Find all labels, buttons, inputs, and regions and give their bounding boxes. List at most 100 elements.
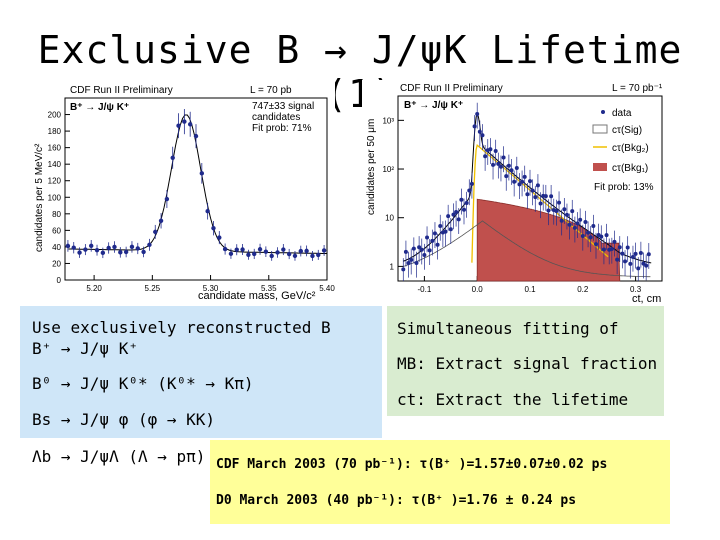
bkg2-curve	[403, 220, 651, 278]
ct-data-point	[488, 147, 493, 152]
mass-data-point	[252, 251, 257, 257]
result-cdf: CDF March 2003 (70 pb⁻¹): τ(B⁺ )=1.57±0.…	[216, 457, 608, 472]
ct-data-point	[630, 255, 635, 260]
ct-xtick-label: 0.3	[630, 285, 642, 294]
legend-data-marker	[601, 110, 605, 114]
ct-data-point	[543, 194, 548, 199]
ct-data-point	[475, 111, 480, 116]
ct-data-point	[477, 129, 482, 134]
ct-data-point	[512, 179, 517, 184]
mass-data-point	[106, 245, 111, 251]
mass-data-point	[187, 122, 193, 127]
mass-data-point	[123, 249, 129, 255]
ct-data-point	[469, 181, 474, 186]
mass-ytick-label: 60	[52, 226, 61, 235]
mass-data-point	[240, 247, 245, 252]
ct-data-point	[557, 200, 562, 205]
ct-data-point	[567, 222, 572, 227]
mass-xtick-label: 5.25	[145, 284, 161, 293]
ct-data-point	[594, 242, 598, 247]
ct-data-point	[454, 209, 459, 214]
mass-data-point	[153, 229, 158, 235]
mass-plot-info-2: candidates	[252, 112, 300, 123]
ct-xtick-label: 0.2	[577, 285, 589, 294]
ct-data-point	[462, 207, 466, 212]
mass-xtick-label: 5.40	[319, 284, 335, 293]
mass-data-point	[292, 253, 298, 259]
ct-data-point	[430, 238, 435, 243]
ct-data-point	[586, 230, 591, 235]
lifetime-plot-xlabel: ct, cm	[632, 293, 661, 305]
ct-data-point	[528, 179, 532, 184]
mass-plot-data-points	[65, 109, 327, 261]
ct-data-point	[535, 183, 540, 188]
mass-plot-header: CDF Run II Preliminary	[70, 85, 173, 96]
ct-ytick-label: 10³	[382, 116, 394, 125]
mass-plot-svg: CDF Run II Preliminary L = 70 pb B⁺ → J/…	[34, 85, 335, 302]
ct-ytick-label: 1	[390, 262, 395, 271]
result-d0: D0 March 2003 (40 pb⁻¹): τ(B⁺ )=1.76 ± 0…	[216, 493, 577, 508]
ct-data-point	[625, 245, 630, 250]
ct-ytick-label: 10	[385, 214, 394, 223]
mass-data-point	[158, 218, 164, 223]
mass-plot-info-3: Fit prob: 71%	[252, 123, 312, 134]
ct-data-point	[530, 188, 535, 193]
ct-data-point	[601, 247, 606, 252]
ct-data-point	[615, 257, 620, 262]
channel-b0: B⁰ → J/ψ K⁰* (K⁰* → Kπ)	[32, 374, 254, 393]
ct-data-point	[409, 257, 414, 262]
ct-data-point	[483, 154, 488, 159]
mass-xtick-label: 5.20	[86, 284, 102, 293]
legend-bkg1: cτ(Bkg₁)	[612, 163, 648, 174]
mass-data-point	[321, 248, 327, 253]
mass-data-point	[246, 252, 251, 257]
ct-data-point	[480, 133, 485, 138]
ct-data-point	[588, 235, 593, 240]
fitting-box: Simultaneous fitting of MB: Extract sign…	[387, 306, 664, 416]
mass-data-point	[164, 196, 170, 202]
channels-box: Use exclusively reconstructed B B⁺ → J/ψ…	[20, 306, 382, 438]
lifetime-plot-svg: CDF Run II Preliminary L = 70 pb⁻¹ B⁺ → …	[366, 83, 663, 305]
mass-data-point	[234, 247, 239, 252]
mass-data-point	[286, 251, 292, 257]
mass-ytick-label: 160	[48, 144, 62, 153]
ct-data-point	[425, 235, 430, 240]
channels-intro: Use exclusively reconstructed B	[32, 318, 331, 337]
mass-ytick-label: 80	[52, 210, 61, 219]
ct-xtick-label: -0.1	[418, 285, 432, 294]
mass-plot-xlabel: candidate mass, GeV/c²	[198, 290, 316, 302]
mass-data-point	[205, 209, 210, 214]
ct-data-point	[546, 208, 551, 213]
ct-data-point	[612, 239, 617, 244]
mass-ytick-label: 120	[48, 177, 62, 186]
ct-data-point	[451, 212, 456, 217]
lifetime-plot: CDF Run II Preliminary L = 70 pb⁻¹ B⁺ → …	[362, 80, 674, 306]
mass-data-point	[112, 244, 117, 250]
ct-data-point	[443, 229, 448, 234]
mass-data-point	[176, 123, 181, 128]
ct-data-point	[456, 217, 461, 222]
mass-data-point	[222, 246, 228, 252]
ct-data-point	[464, 201, 469, 206]
ct-data-point	[578, 217, 583, 222]
mass-data-point	[129, 244, 135, 250]
mass-data-point	[269, 253, 274, 259]
mass-data-point	[199, 171, 205, 176]
ct-data-point	[575, 221, 580, 226]
mass-data-point	[193, 133, 199, 139]
ct-data-point	[633, 251, 638, 256]
mass-plot-lumi: L = 70 pb	[250, 85, 292, 96]
ct-data-point	[525, 192, 530, 197]
mass-data-point	[141, 249, 146, 255]
channel-bs: Bs → J/ψ φ (φ → KK)	[32, 410, 216, 429]
mass-plot-ylabel: candidates per 5 MeV/c²	[34, 143, 45, 252]
ct-data-point	[617, 245, 622, 250]
fitting-ct: ct: Extract the lifetime	[397, 390, 629, 409]
ct-data-point	[496, 161, 501, 166]
ct-data-point	[448, 227, 453, 232]
ct-data-point	[533, 195, 538, 200]
ct-data-point	[591, 224, 596, 229]
ct-data-point	[493, 148, 498, 153]
ct-data-point	[620, 251, 625, 256]
mass-xtick-label: 5.35	[261, 284, 277, 293]
